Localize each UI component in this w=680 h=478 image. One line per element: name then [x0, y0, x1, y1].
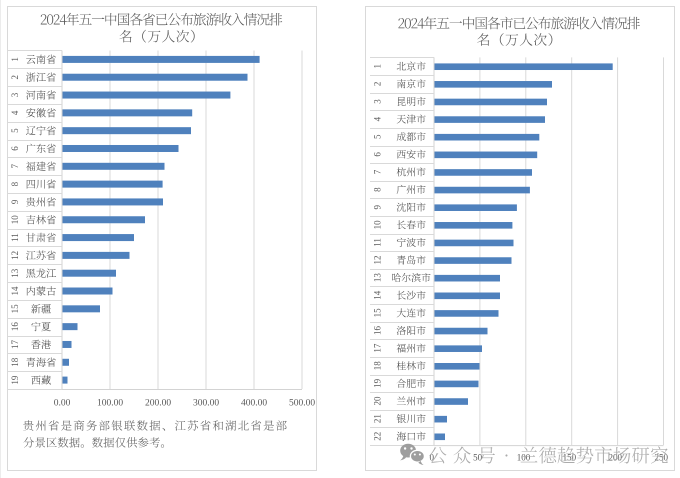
svg-text:1: 1	[10, 57, 20, 62]
svg-text:200: 200	[609, 453, 623, 463]
svg-text:100: 100	[517, 453, 531, 463]
svg-text:250: 250	[654, 453, 668, 463]
svg-text:16: 16	[10, 322, 20, 332]
svg-text:18: 18	[10, 357, 20, 367]
svg-text:100.00: 100.00	[97, 399, 123, 409]
svg-text:4: 4	[10, 110, 20, 115]
svg-text:2: 2	[10, 75, 20, 80]
svg-text:22: 22	[373, 432, 383, 441]
svg-text:0: 0	[429, 453, 434, 463]
svg-text:8: 8	[373, 187, 383, 192]
svg-text:3: 3	[10, 92, 20, 97]
svg-text:15: 15	[373, 308, 383, 318]
svg-text:12: 12	[373, 256, 383, 265]
svg-text:1: 1	[373, 64, 383, 69]
svg-text:5: 5	[10, 128, 20, 133]
svg-text:10: 10	[373, 220, 383, 230]
svg-text:20: 20	[373, 396, 383, 406]
svg-text:18: 18	[373, 361, 383, 371]
svg-text:300.00: 300.00	[193, 399, 219, 409]
svg-text:13: 13	[10, 268, 20, 278]
svg-text:3: 3	[373, 99, 383, 104]
svg-text:14: 14	[10, 286, 20, 296]
svg-text:500.00: 500.00	[289, 399, 315, 409]
svg-text:8: 8	[10, 181, 20, 186]
svg-text:150: 150	[563, 453, 577, 463]
svg-text:400.00: 400.00	[241, 399, 267, 409]
svg-text:50: 50	[473, 453, 483, 463]
svg-text:15: 15	[10, 304, 20, 314]
svg-text:13: 13	[373, 273, 383, 283]
svg-text:19: 19	[373, 378, 383, 388]
svg-text:17: 17	[373, 343, 383, 353]
svg-text:14: 14	[373, 290, 383, 300]
svg-text:11: 11	[373, 238, 383, 247]
svg-text:16: 16	[373, 326, 383, 336]
svg-text:19: 19	[10, 375, 20, 385]
svg-text:4: 4	[373, 116, 383, 121]
svg-text:12: 12	[10, 251, 20, 260]
svg-text:9: 9	[10, 199, 20, 204]
svg-text:10: 10	[10, 215, 20, 225]
svg-text:17: 17	[10, 339, 20, 349]
svg-text:5: 5	[373, 134, 383, 139]
svg-text:11: 11	[10, 233, 20, 242]
svg-text:7: 7	[373, 169, 383, 174]
svg-text:0.00: 0.00	[54, 399, 71, 409]
svg-text:6: 6	[10, 146, 20, 151]
svg-text:6: 6	[373, 152, 383, 157]
svg-text:200.00: 200.00	[145, 399, 171, 409]
svg-text:9: 9	[373, 204, 383, 209]
svg-text:7: 7	[10, 164, 20, 169]
svg-text:2: 2	[373, 82, 383, 87]
svg-text:21: 21	[373, 414, 383, 423]
